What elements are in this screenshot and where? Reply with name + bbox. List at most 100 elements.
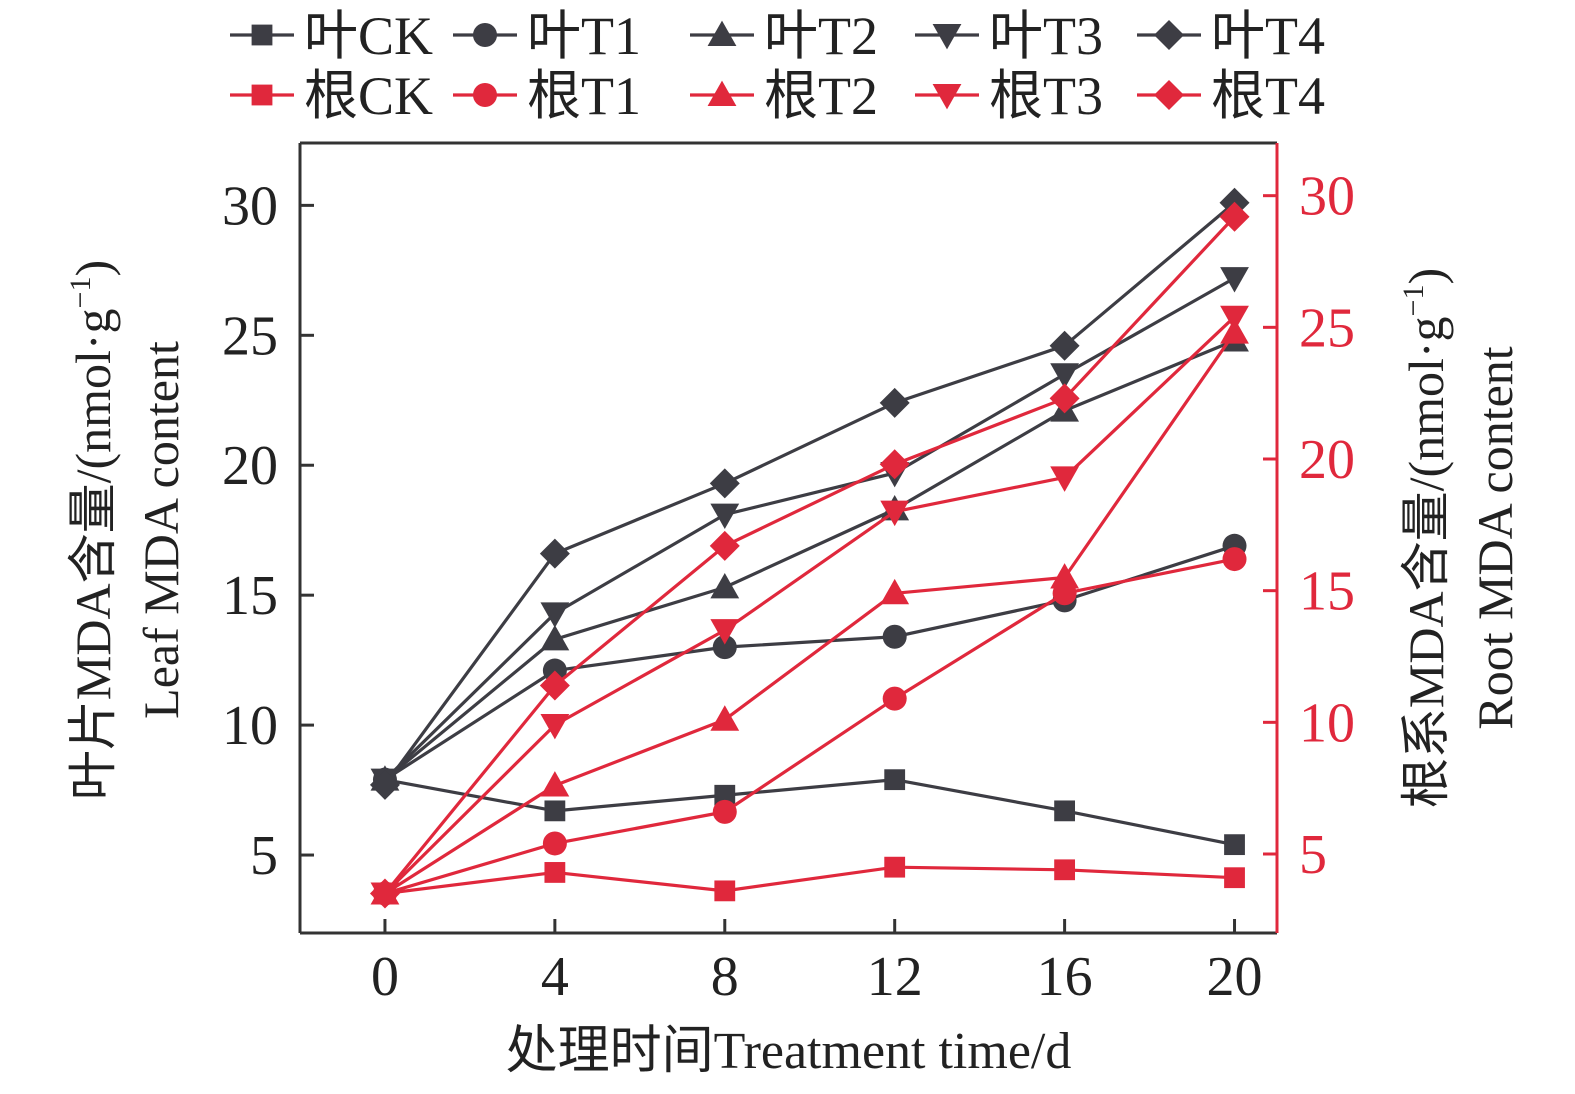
legend-marker — [932, 84, 962, 110]
data-point — [712, 635, 737, 660]
data-point — [539, 538, 570, 569]
data-point — [1049, 383, 1080, 414]
series-根T3 — [370, 305, 1249, 908]
legend-item-根T2: 根T2 — [690, 66, 878, 126]
data-point — [1050, 563, 1080, 589]
series-line — [384, 544, 1236, 782]
y-right-tick-label: 20 — [1299, 429, 1355, 491]
y-right-axis-label-en: Root MDA content — [1467, 346, 1523, 729]
x-axis-label: 处理时间Treatment time/d — [506, 1023, 1072, 1080]
legend-item-根T4: 根T4 — [1137, 66, 1325, 126]
series-line — [383, 339, 1236, 781]
x-tick-label: 8 — [711, 946, 739, 1008]
series-line — [383, 315, 1236, 895]
y-left-tick-label: 30 — [222, 175, 278, 237]
data-point — [880, 500, 910, 527]
data-point — [1222, 547, 1247, 572]
y-right-label-sup: −1 — [1397, 285, 1430, 317]
series-叶CK — [374, 769, 1245, 856]
y-right-tick-label: 15 — [1299, 561, 1355, 623]
data-point — [369, 878, 400, 909]
series-layer — [369, 187, 1250, 909]
data-point — [880, 578, 910, 605]
x-tick-label: 12 — [867, 946, 923, 1008]
legend-marker — [707, 80, 737, 106]
series-line — [383, 276, 1236, 781]
x-tick-label: 16 — [1037, 946, 1093, 1008]
legend-item-根T1: 根T1 — [453, 66, 641, 126]
data-point — [712, 799, 737, 824]
data-point — [369, 769, 400, 800]
series-line — [384, 331, 1236, 895]
series-line — [384, 557, 1235, 896]
y-left-tick-label: 5 — [250, 825, 278, 887]
legend-label: 叶T4 — [1211, 6, 1325, 66]
legend-marker — [473, 83, 497, 107]
data-point — [710, 705, 740, 731]
series-根T2 — [370, 318, 1249, 905]
data-point — [540, 624, 570, 651]
series-line — [383, 201, 1236, 786]
series-根CK — [374, 856, 1245, 904]
legend-item-根CK: 根CK — [230, 66, 433, 126]
data-point — [1220, 305, 1249, 332]
legend-label: 叶CK — [304, 6, 433, 66]
data-point — [710, 503, 740, 530]
data-point — [540, 602, 570, 628]
data-point — [709, 530, 740, 561]
y-left-axis-label: 叶片MDA含量/(nmol·g−1) — [64, 260, 121, 800]
data-point — [710, 572, 740, 599]
data-point — [544, 800, 566, 822]
series-叶T2 — [370, 326, 1249, 791]
legend-label: 根T2 — [764, 66, 878, 126]
data-point — [1049, 330, 1080, 361]
y-left-tick-label: 10 — [222, 695, 278, 757]
data-point — [1054, 859, 1076, 881]
legend-label: 叶T3 — [989, 6, 1103, 66]
axis-labels: 处理时间Treatment time/d 叶片MDA含量/(nmol·g−1) … — [64, 260, 1523, 1080]
legend-label: 叶T2 — [764, 6, 878, 66]
series-根T4 — [369, 201, 1250, 909]
data-point — [1054, 800, 1076, 822]
data-point — [879, 449, 910, 480]
legend-marker — [251, 24, 273, 46]
legend-label: 叶T1 — [527, 6, 641, 66]
y-left-axis-label-en: Leaf MDA content — [133, 341, 189, 719]
x-tick-label: 0 — [371, 946, 399, 1008]
data-point — [540, 771, 570, 797]
y-right-tick-label: 5 — [1299, 824, 1327, 886]
data-point — [884, 856, 906, 878]
legend-item-根T3: 根T3 — [915, 66, 1103, 126]
series-根T1 — [372, 547, 1247, 906]
legend-marker — [932, 24, 962, 50]
legend-marker — [1154, 20, 1184, 50]
legend-marker — [473, 23, 497, 47]
legend-label: 根CK — [304, 66, 433, 126]
legend-item-叶T2: 叶T2 — [690, 6, 878, 66]
data-point — [710, 619, 740, 645]
data-point — [884, 769, 906, 791]
y-left-tick-label: 25 — [222, 305, 278, 367]
data-point — [714, 880, 736, 902]
legend-marker — [251, 84, 273, 106]
legend-item-叶CK: 叶CK — [230, 6, 433, 66]
y-left-label-line1: 叶片MDA含量/(nmol·g — [65, 308, 121, 800]
legend-item-叶T1: 叶T1 — [453, 6, 641, 66]
y-right-tick-label: 25 — [1299, 297, 1355, 359]
series-line — [384, 865, 1235, 896]
data-point — [544, 862, 566, 883]
y-left-tick-label: 15 — [222, 565, 278, 627]
x-tick-label: 20 — [1207, 946, 1263, 1008]
x-tick-label: 4 — [541, 946, 569, 1008]
legend-marker — [1154, 80, 1184, 110]
legend-item-叶T3: 叶T3 — [915, 6, 1103, 66]
data-point — [542, 831, 567, 856]
data-point — [1050, 363, 1080, 389]
data-point — [1224, 834, 1245, 856]
legend-label: 根T4 — [1211, 66, 1325, 126]
data-point — [1224, 867, 1245, 889]
data-point — [709, 468, 740, 499]
data-point — [1220, 267, 1249, 293]
y-right-axis-label: 根系MDA含量/(nmol·g−1) — [1397, 268, 1454, 808]
legend-item-叶T4: 叶T4 — [1137, 6, 1325, 66]
